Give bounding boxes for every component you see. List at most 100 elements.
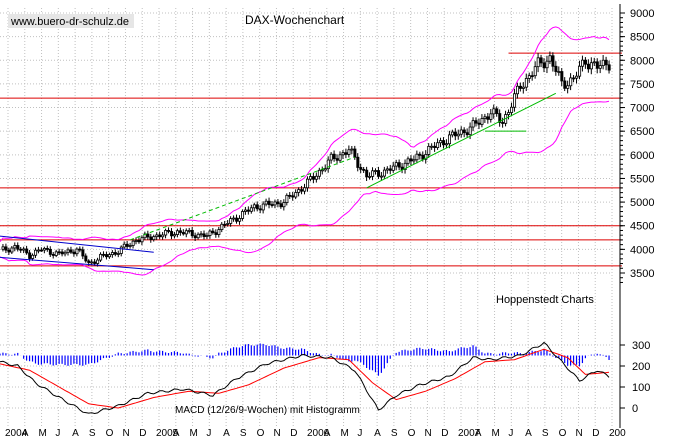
candle-body: [489, 113, 493, 120]
candle-body: [607, 64, 611, 71]
x-tick-label: O: [559, 428, 567, 439]
y-tick-label: 9000: [630, 8, 654, 20]
candle-body: [264, 200, 268, 205]
x-tick-label: S: [391, 428, 398, 439]
candle-body: [211, 230, 215, 234]
candle-body: [501, 122, 505, 124]
candle-body: [158, 234, 162, 238]
candle-body: [581, 59, 585, 67]
candle-body: [471, 120, 475, 128]
y-tick-label: 6000: [630, 150, 654, 162]
x-tick-label: M: [190, 428, 198, 439]
x-tick-label: A: [173, 428, 180, 439]
candle-body: [238, 218, 242, 222]
candle-body: [270, 204, 274, 206]
candle-body: [190, 229, 194, 237]
candle-body: [589, 62, 593, 70]
candle-body: [332, 153, 336, 159]
candle-body: [63, 251, 67, 255]
macd-panel: [0, 341, 610, 415]
candle-body: [433, 145, 437, 148]
candle-body: [57, 251, 61, 254]
candle-body: [285, 194, 289, 203]
candle-body: [13, 245, 17, 249]
candle-body: [453, 131, 457, 137]
candle-body: [69, 249, 73, 253]
candle-body: [232, 217, 236, 220]
candle-body: [297, 189, 301, 193]
y-tick-label: 8000: [630, 55, 654, 67]
y-tick-label: 8500: [630, 32, 654, 44]
candle-body: [128, 245, 132, 247]
candle-body: [10, 247, 14, 253]
candle-body: [527, 75, 531, 79]
candle-body: [314, 175, 318, 180]
x-tick-label: A: [22, 428, 29, 439]
candle-body: [300, 189, 304, 192]
candle-body: [442, 140, 446, 146]
candle-body: [439, 140, 443, 144]
candle-body: [447, 134, 451, 145]
candle-body: [480, 118, 484, 125]
candle-body: [575, 75, 579, 79]
candle-body: [173, 234, 177, 237]
x-tick-label: O: [408, 428, 416, 439]
candle-body: [427, 145, 431, 155]
candle-body: [7, 249, 11, 253]
candle-body: [412, 159, 416, 162]
candle-body: [415, 153, 419, 161]
candle-body: [374, 170, 378, 172]
x-tick-label: D: [441, 428, 448, 439]
x-tick-label: M: [39, 428, 47, 439]
x-tick-label: A: [223, 428, 230, 439]
candle-body: [282, 202, 286, 208]
candle-body: [382, 169, 386, 177]
candle-body: [137, 240, 141, 243]
x-tick-label: A: [525, 428, 532, 439]
candle-body: [436, 142, 440, 148]
trend-line-green: [129, 156, 355, 241]
grid: [0, 8, 613, 426]
watermark-text: www.buero-dr-schulz.de: [10, 16, 129, 28]
candle-body: [48, 248, 52, 255]
candle-body: [87, 260, 91, 263]
y-tick-label: 7000: [630, 103, 654, 115]
candle-body: [368, 176, 372, 178]
candle-body: [202, 233, 206, 237]
candle-body: [75, 248, 79, 255]
candle-body: [326, 159, 330, 170]
candle-body: [125, 243, 129, 247]
x-tick-label: J: [508, 428, 513, 439]
candle-body: [175, 230, 179, 235]
candle-body: [391, 165, 395, 171]
candle-body: [184, 230, 188, 235]
candle-body: [350, 148, 354, 151]
candle-body: [214, 232, 218, 235]
candle-body: [356, 156, 360, 168]
candle-body: [28, 252, 32, 259]
macd-label: MACD (12/26/9-Wochen) mit Histogramm: [175, 405, 360, 416]
macd-line: [0, 341, 610, 415]
y-tick-label: 7500: [630, 79, 654, 91]
candle-body: [229, 218, 233, 224]
candle-body: [306, 178, 310, 189]
trend-line-green: [366, 92, 557, 189]
candle-body: [406, 158, 410, 164]
candle-body: [37, 249, 41, 252]
candle-body: [187, 229, 191, 232]
candle-body: [19, 248, 23, 251]
candle-body: [468, 126, 472, 136]
x-tick-label: A: [72, 428, 79, 439]
candle-body: [492, 108, 496, 115]
candle-body: [220, 223, 224, 230]
candle-body: [459, 129, 463, 135]
candle-body: [246, 209, 250, 212]
candle-body: [347, 149, 351, 155]
candle-body: [199, 233, 203, 236]
y-tick-label: 3500: [630, 268, 654, 280]
candle-body: [524, 78, 528, 88]
x-tick-label: N: [424, 428, 431, 439]
candle-body: [249, 207, 253, 212]
candle-body: [116, 253, 120, 255]
